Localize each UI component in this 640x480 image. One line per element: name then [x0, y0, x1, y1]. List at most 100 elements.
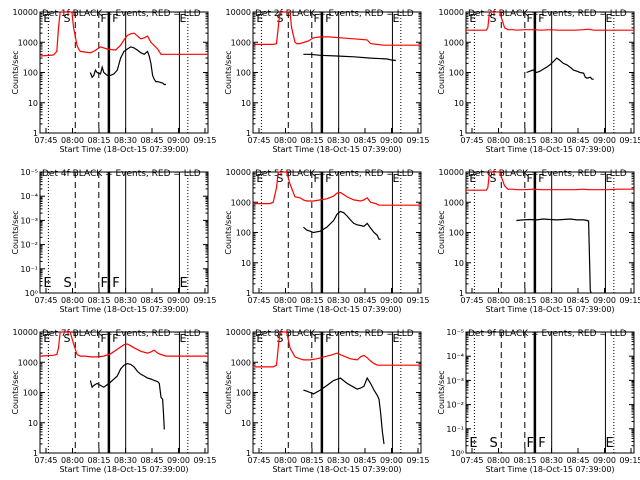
y-tick-label: 10000 — [13, 328, 38, 337]
series-lld-line — [39, 11, 208, 57]
y-tick-label: 1 — [246, 129, 251, 138]
y-tick-label: 1000 — [231, 198, 251, 207]
marker-letter: E — [43, 276, 51, 291]
x-tick-label: 08:45 — [353, 456, 376, 465]
x-tick-label: 08:15 — [300, 136, 323, 145]
x-tick-label: 09:15 — [619, 296, 640, 305]
panel-title: Det 6f BLACK = Events, RED = LLD — [468, 169, 627, 179]
panel-title: Det 1f BLACK = Events, RED = LLD — [42, 9, 201, 19]
x-tick-label: 07:45 — [34, 136, 57, 145]
marker-letter: E — [256, 172, 263, 185]
y-tick-label: 100 — [23, 69, 38, 78]
marker-letter: F — [538, 12, 544, 25]
x-tick-label: 08:45 — [140, 136, 163, 145]
x-tick-label: 09:00 — [380, 136, 403, 145]
x-tick-label: 08:15 — [300, 296, 323, 305]
x-tick-label: 07:45 — [247, 296, 270, 305]
marker-letter: F — [526, 12, 532, 25]
y-tick-label: 10⁻⁴ — [20, 192, 38, 201]
marker-letter: E — [605, 436, 613, 451]
marker-letter: F — [313, 172, 319, 185]
x-tick-label: 08:45 — [566, 136, 589, 145]
x-tick-label: 07:45 — [460, 296, 483, 305]
panel-9: Det 9f BLACK = Events, RED = LLD 10⁰ 10⁻¹ 1… — [437, 328, 640, 474]
series-lld-line — [39, 331, 208, 358]
marker-letter: S — [277, 172, 284, 185]
x-tick-label: 08:00 — [274, 136, 297, 145]
x-tick-label: 09:15 — [193, 296, 216, 305]
x-tick-label: 09:00 — [167, 296, 190, 305]
y-axis-label: Counts/sec — [11, 50, 20, 94]
y-tick-label: 1 — [459, 129, 464, 138]
y-tick-label: 10⁻¹ — [20, 265, 38, 274]
x-tick-label: 09:00 — [380, 296, 403, 305]
series-lld-line — [253, 331, 421, 368]
y-axis-label: Counts/sec — [224, 50, 233, 94]
marker-letter: E — [392, 172, 399, 185]
marker-letter: S — [490, 436, 498, 451]
y-tick-label: 1 — [33, 449, 38, 458]
series-events-line — [89, 362, 165, 430]
series-events-line — [526, 57, 594, 80]
x-tick-label: 08:30 — [540, 456, 563, 465]
x-axis-label: Start Time (18-Oct-15 07:39:00) — [485, 305, 614, 314]
y-axis-label: Counts/sec — [224, 370, 233, 414]
x-tick-label: 08:30 — [114, 296, 137, 305]
series-events-line — [303, 53, 396, 62]
marker-letter: S — [277, 332, 284, 345]
y-tick-label: 10⁻⁴ — [446, 352, 464, 361]
y-tick-label: 10⁰ — [451, 449, 464, 458]
marker-letter: E — [43, 332, 50, 345]
axes-frame — [465, 331, 635, 454]
y-axis-label: Counts/sec — [11, 370, 20, 414]
series-lld-line — [253, 171, 421, 206]
y-tick-label: 100 — [236, 69, 251, 78]
x-tick-label: 09:15 — [406, 296, 429, 305]
y-axis-label: Counts/sec — [437, 210, 446, 254]
x-tick-label: 08:30 — [540, 296, 563, 305]
series-events-line — [89, 46, 166, 86]
x-axis-label: Start Time (18-Oct-15 07:39:00) — [272, 465, 401, 474]
panel-title: Det 7f BLACK = Events, RED = LLD — [42, 329, 201, 339]
y-tick-label: 10 — [28, 99, 38, 108]
x-tick-label: 08:15 — [87, 136, 110, 145]
panel-6: Det 6f BLACK = Events, RED = LLD 1 10 100 10… — [437, 168, 640, 314]
y-tick-label: 10⁻⁵ — [446, 328, 464, 337]
marker-letter: F — [538, 436, 545, 451]
panel-5: Det 5f BLACK = Events, RED = LLD 1 10 100 10… — [224, 168, 430, 314]
x-tick-label: 08:45 — [140, 296, 163, 305]
y-tick-label: 10000 — [226, 328, 251, 337]
x-tick-label: 07:45 — [34, 456, 57, 465]
y-tick-label: 10000 — [13, 8, 38, 17]
marker-letter: E — [469, 172, 476, 185]
x-tick-label: 07:45 — [247, 136, 270, 145]
series-events-line — [303, 376, 385, 444]
panel-1: Det 1f BLACK = Events, RED = LLD 1 10 100 10… — [11, 8, 217, 154]
panel-title: Det 2f BLACK = Events, RED = LLD — [255, 9, 414, 19]
x-tick-label: 08:00 — [61, 456, 84, 465]
marker-letter: F — [100, 12, 106, 25]
axes-frame — [252, 171, 422, 294]
x-tick-label: 09:15 — [619, 456, 640, 465]
marker-letter: E — [392, 332, 399, 345]
panel-title: Det 9f BLACK = Events, RED = LLD — [468, 329, 627, 339]
x-tick-label: 08:30 — [114, 136, 137, 145]
y-tick-label: 1 — [33, 129, 38, 138]
y-tick-label: 1000 — [18, 38, 38, 47]
x-tick-label: 08:00 — [274, 456, 297, 465]
x-tick-label: 09:15 — [193, 136, 216, 145]
marker-letter: S — [64, 332, 71, 345]
marker-letter: F — [112, 12, 118, 25]
marker-letter: E — [392, 12, 399, 25]
panel-7: Det 7f BLACK = Events, RED = LLD 1 10 100 10… — [11, 328, 217, 474]
axes-frame — [39, 171, 209, 294]
y-tick-label: 1 — [246, 449, 251, 458]
marker-letter: E — [256, 12, 263, 25]
x-axis-label: Start Time (18-Oct-15 07:39:00) — [59, 465, 188, 474]
x-tick-label: 09:00 — [593, 296, 616, 305]
y-tick-label: 10 — [241, 99, 251, 108]
marker-letter: S — [277, 12, 284, 25]
x-tick-label: 08:45 — [353, 136, 376, 145]
y-tick-label: 10000 — [439, 168, 464, 177]
